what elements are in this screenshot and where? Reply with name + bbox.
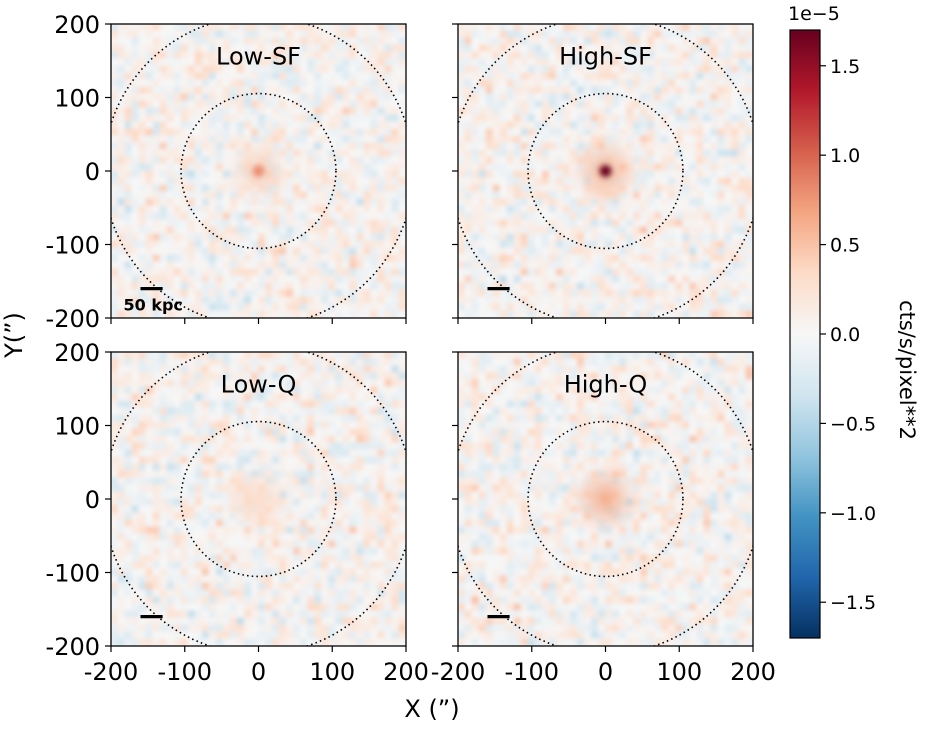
scale-bar-label: 50 kpc — [124, 296, 183, 315]
panel-label: High-Q — [564, 370, 648, 398]
x-tick-label: -200 — [431, 658, 485, 686]
heatmap-image — [458, 352, 753, 646]
heatmap-noise — [111, 352, 406, 646]
heatmap-image — [111, 352, 406, 646]
heatmap-noise — [458, 352, 753, 646]
y-tick-label: 0 — [85, 158, 100, 186]
y-tick-label: 200 — [54, 339, 100, 367]
colorbar-tick-label: 0.5 — [830, 235, 860, 257]
panels: 50 kpc Low-SF 200 100 0 -100 -200 High-SF Low-Q -… — [46, 11, 776, 686]
inner-aperture-circle — [180, 420, 337, 578]
colorbar-ticks: 1.5 1.0 0.5 0.0 −0.5 −1.0 −1.5 — [820, 56, 876, 614]
central-peak — [252, 493, 265, 505]
x-tick-label: -100 — [158, 658, 212, 686]
central-peak — [599, 493, 612, 505]
y-tick-label: 200 — [54, 11, 100, 39]
y-tick-label: 0 — [85, 486, 100, 514]
x-axis-label: X (”) — [404, 695, 459, 723]
x-tick-label: 0 — [598, 658, 613, 686]
x-tick-label: -100 — [505, 658, 559, 686]
x-tick-label: 0 — [251, 658, 266, 686]
y-tick-label: 100 — [54, 85, 100, 113]
y-axis-label: Y(”) — [0, 312, 28, 359]
x-tick-label: 100 — [309, 658, 355, 686]
panel-low-q: Low-Q -200 -100 0 100 200 200 100 0 -100 -200 — [46, 339, 429, 686]
y-tick-label: 100 — [54, 413, 100, 441]
inner-aperture-circle — [527, 420, 684, 578]
colorbar-tick-label: −1.5 — [830, 592, 876, 614]
colorbar-tick-label: −0.5 — [830, 413, 876, 435]
x-tick-label: 200 — [383, 658, 429, 686]
central-peak — [599, 165, 612, 177]
heatmap-noise — [458, 24, 753, 318]
panel-label: Low-Q — [221, 370, 297, 398]
colorbar: 1e−5 cts/s/pixel**2 1.5 1.0 0.5 0.0 −0.5 −1.0… — [788, 3, 919, 639]
colorbar-tick-label: 0.0 — [830, 324, 860, 346]
x-tick-label: 200 — [730, 658, 776, 686]
y-tick-label: -100 — [46, 560, 100, 588]
y-tick-label: -100 — [46, 232, 100, 260]
central-peak — [252, 165, 265, 177]
inner-aperture-circle — [180, 92, 337, 250]
colorbar-tick-label: −1.0 — [830, 503, 876, 525]
panel-label: Low-SF — [216, 42, 301, 70]
panel-high-q: High-Q -200 -100 0 100 200 — [431, 351, 776, 686]
heatmap-image — [458, 24, 753, 318]
x-tick-label: -200 — [84, 658, 138, 686]
panel-high-sf: High-SF — [452, 23, 754, 324]
panel-label: High-SF — [559, 42, 652, 70]
panel-low-sf: 50 kpc Low-SF 200 100 0 -100 -200 — [46, 11, 407, 333]
inner-aperture-circle — [527, 92, 684, 250]
heatmap-image — [111, 24, 406, 318]
heatmap-noise — [111, 24, 406, 318]
colorbar-gradient — [789, 29, 821, 639]
colorbar-tick-label: 1.5 — [830, 56, 860, 78]
x-tick-label: 100 — [656, 658, 702, 686]
colorbar-label: cts/s/pixel**2 — [895, 300, 919, 440]
y-tick-label: -200 — [46, 633, 100, 661]
colorbar-tick-label: 1.0 — [830, 145, 860, 167]
y-tick-label: -200 — [46, 305, 100, 333]
colorbar-multiplier: 1e−5 — [788, 3, 840, 25]
